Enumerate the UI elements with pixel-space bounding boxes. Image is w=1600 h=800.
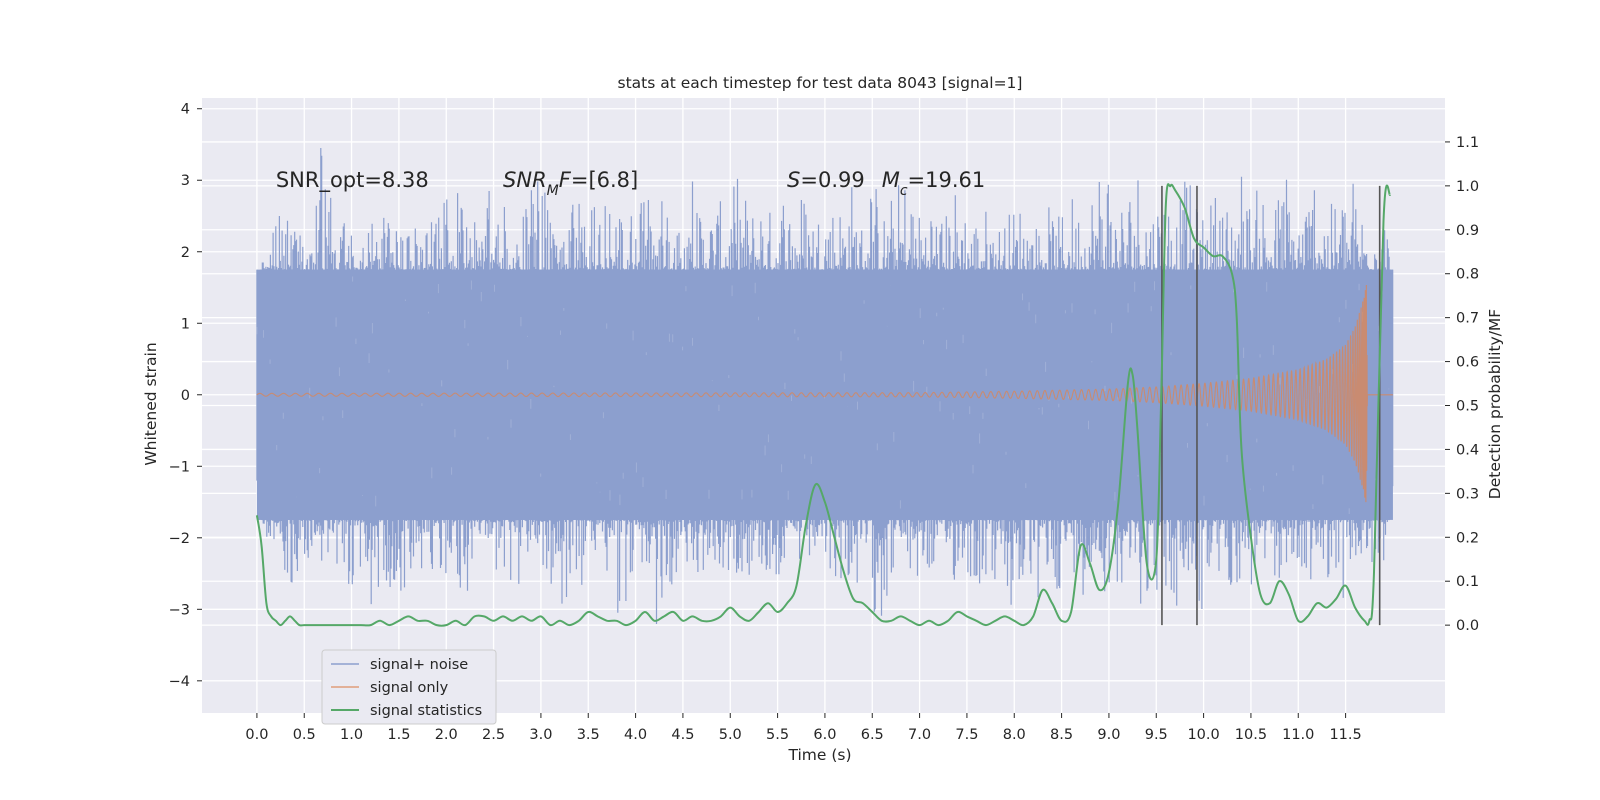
y2-tick-label: 0.8	[1456, 267, 1479, 283]
x-tick-label: 0.0	[245, 727, 268, 743]
y-tick-label: 0	[181, 388, 190, 404]
y2-tick-label: 1.1	[1456, 135, 1479, 151]
y2-tick-label: 1.0	[1456, 179, 1479, 195]
annotations: SNR_opt=8.38 SNRMF=[6.8] S=0.99 Mc=19.61	[276, 168, 985, 199]
y-tick-label: −3	[169, 602, 190, 618]
x-tick-label: 3.0	[529, 727, 552, 743]
y2-tick-label: 0.4	[1456, 442, 1479, 458]
x-tick-label: 5.5	[766, 727, 789, 743]
x-tick-label: 10.5	[1235, 727, 1267, 743]
y-tick-label: −4	[169, 674, 190, 690]
y2-tick-label: 0.1	[1456, 574, 1479, 590]
y2-tick-label: 0.6	[1456, 355, 1479, 371]
annotation-part: SNR	[503, 168, 547, 192]
x-tick-label: 0.5	[293, 727, 316, 743]
annotation-part: F	[559, 168, 572, 192]
y-tick-label: −1	[169, 459, 190, 475]
x-tick-label: 4.5	[671, 727, 694, 743]
annotation-text: SNR_opt=8.38	[276, 168, 429, 193]
signal-noise-texture	[256, 276, 1390, 514]
legend-entry: signal+ noise	[370, 657, 468, 673]
x-tick-label: 10.0	[1187, 727, 1219, 743]
y-tick-label: 2	[181, 245, 190, 261]
y-tick-label: 3	[181, 173, 190, 189]
signal-statistics-series	[255, 183, 1392, 627]
x-tick-label: 1.0	[340, 727, 363, 743]
x-tick-label: 6.5	[861, 727, 884, 743]
annotation-part: M	[547, 183, 559, 199]
annotation-part: S	[787, 168, 800, 192]
y2-tick-label: 0.2	[1456, 530, 1479, 546]
x-tick-label: 1.5	[387, 727, 410, 743]
x-tick-label: 9.5	[1145, 727, 1168, 743]
x-axis-label: Time (s)	[787, 746, 851, 764]
legend-box	[321, 649, 497, 725]
y-tick-label: 4	[181, 102, 190, 118]
chart-title: stats at each timestep for test data 804…	[618, 74, 1023, 92]
annotation-part: =0.99	[800, 168, 864, 192]
y2-tick-label: 0.9	[1456, 223, 1479, 239]
y-tick-label: −2	[169, 531, 190, 547]
y-axis-label: Whitened strain	[142, 342, 160, 465]
x-tick-label: 8.5	[1050, 727, 1073, 743]
x-tick-label: 9.0	[1097, 727, 1120, 743]
legend-entry: signal only	[370, 680, 449, 696]
x-tick-label: 2.0	[435, 727, 458, 743]
annotation-text: SNRMF=[6.8]	[503, 168, 638, 199]
legend: signal+ noise signal only signal statistic…	[321, 649, 497, 725]
x-tick-label: 6.0	[813, 727, 836, 743]
y2-tick-label: 0.0	[1456, 618, 1479, 634]
y-tick-label: 1	[181, 316, 190, 332]
y2-tick-label: 0.3	[1456, 486, 1479, 502]
y2-axis-label: Detection probability/MF	[1486, 309, 1504, 500]
annotation-text: S=0.99	[787, 168, 865, 192]
signal-noise-line	[256, 148, 1394, 624]
x-tick-label: 8.0	[1003, 727, 1026, 743]
signal-only-line	[256, 284, 1393, 503]
x-tick-label: 11.0	[1282, 727, 1314, 743]
legend-entry: signal statistics	[370, 703, 482, 719]
x-tick-label: 7.5	[955, 727, 978, 743]
signal-statistics-line	[255, 183, 1392, 627]
annotation-part: =[6.8]	[571, 168, 638, 192]
annotation-part: M	[882, 168, 900, 192]
x-tick-label: 11.5	[1329, 727, 1361, 743]
annotation-part: =19.61	[908, 168, 986, 192]
axes: 0.0 0.5 1.0 1.5 2.0 2.5 3.0 3.5 4.0 4.5 5.0 5.5 6.0 6…	[169, 102, 1479, 743]
x-tick-label: 5.0	[719, 727, 742, 743]
x-tick-label: 7.0	[908, 727, 931, 743]
y2-tick-label: 0.5	[1456, 399, 1479, 415]
x-tick-label: 4.0	[624, 727, 647, 743]
signal-only-series	[256, 284, 1393, 503]
annotation-text: Mc=19.61	[882, 168, 986, 199]
x-tick-label: 2.5	[482, 727, 505, 743]
annotation-part: c	[900, 183, 908, 199]
y2-tick-label: 0.7	[1456, 311, 1479, 327]
annotation-part: SNR_opt=8.38	[276, 168, 429, 193]
x-tick-label: 3.5	[577, 727, 600, 743]
